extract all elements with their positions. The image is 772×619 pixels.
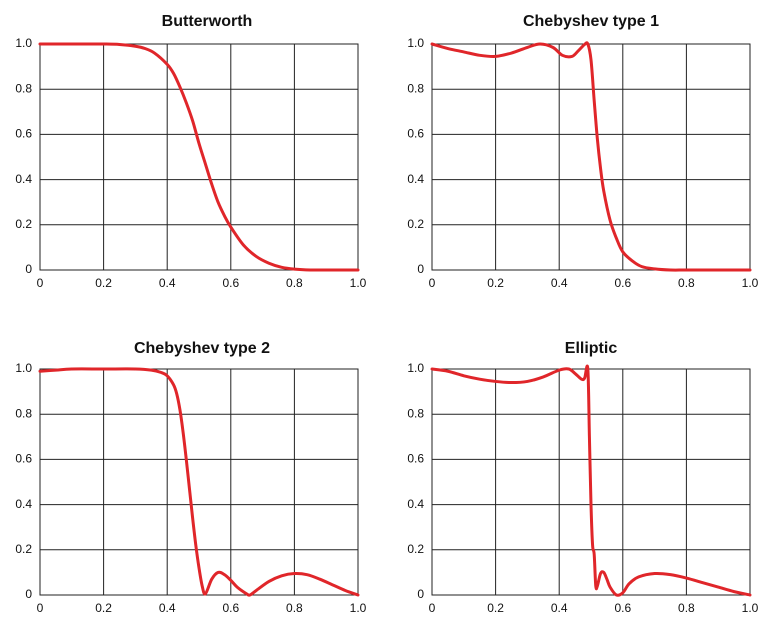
y-tick-label: 1.0 xyxy=(407,361,424,375)
y-tick-label: 0 xyxy=(417,262,424,276)
x-tick-label: 0.2 xyxy=(95,276,112,290)
plot-frame xyxy=(39,368,359,596)
y-tick-label: 0.8 xyxy=(15,81,32,95)
y-tick-label: 0.8 xyxy=(15,406,32,420)
chart-chebyshev-type-2: Chebyshev type 2 0 0.2 0.4 0.6 0.8 1.0 0 0.2 0.4 0… xyxy=(15,340,366,615)
y-tick-label: 0.4 xyxy=(407,497,424,511)
plot-frame xyxy=(39,43,359,271)
x-tick-label: 0 xyxy=(37,276,44,290)
chart-butterworth: Butterworth 0 0.2 0.4 0.6 0.8 1.0 0 0.2 0.4 0.6 0.8… xyxy=(15,13,366,290)
y-tick-label: 0.6 xyxy=(15,452,32,466)
chart-title: Butterworth xyxy=(162,13,253,30)
x-tick-label: 0.8 xyxy=(286,601,303,615)
series-line-chebyshev-type-2 xyxy=(38,367,360,597)
x-tick-label: 1.0 xyxy=(742,601,759,615)
y-tick-label: 0.2 xyxy=(15,542,32,556)
x-tick-label: 0.6 xyxy=(614,276,631,290)
x-tick-label: 0.8 xyxy=(678,601,695,615)
chart-title: Chebyshev type 1 xyxy=(523,13,659,30)
chart-title: Elliptic xyxy=(565,340,618,357)
x-tick-label: 0.2 xyxy=(487,276,504,290)
plot-frame xyxy=(431,368,751,596)
chart-chebyshev-type-1: Chebyshev type 1 0 0.2 0.4 0.6 0.8 1.0 0 0.2 0.4 0… xyxy=(407,13,758,290)
y-tick-label: 0.2 xyxy=(15,217,32,231)
series-line-elliptic xyxy=(430,364,752,597)
y-tick-label: 0.8 xyxy=(407,81,424,95)
series-line-chebyshev-type-1 xyxy=(430,41,752,272)
grid xyxy=(431,43,751,271)
x-tick-label: 0.6 xyxy=(222,276,239,290)
x-tick-label: 0.8 xyxy=(286,276,303,290)
x-tick-label: 1.0 xyxy=(350,276,367,290)
y-tick-label: 1.0 xyxy=(15,36,32,50)
chart-elliptic: Elliptic 0 0.2 0.4 0.6 0.8 1.0 0 0.2 0.4 0.6 0.8 1.0 xyxy=(407,340,758,615)
x-tick-label: 0 xyxy=(429,276,436,290)
x-tick-label: 0.6 xyxy=(614,601,631,615)
y-tick-label: 0 xyxy=(25,587,32,601)
y-tick-label: 0.6 xyxy=(407,452,424,466)
y-tick-label: 0.4 xyxy=(15,497,32,511)
x-tick-label: 1.0 xyxy=(350,601,367,615)
x-tick-label: 0.6 xyxy=(222,601,239,615)
y-tick-label: 0.6 xyxy=(407,127,424,141)
x-tick-label: 0 xyxy=(37,601,44,615)
grid xyxy=(39,43,359,271)
x-tick-label: 0.8 xyxy=(678,276,695,290)
x-tick-label: 0.4 xyxy=(551,276,568,290)
y-tick-label: 0.2 xyxy=(407,542,424,556)
y-tick-label: 1.0 xyxy=(15,361,32,375)
x-tick-label: 0.2 xyxy=(95,601,112,615)
y-tick-label: 0.4 xyxy=(15,172,32,186)
x-tick-label: 0.2 xyxy=(487,601,504,615)
y-tick-label: 0.6 xyxy=(15,127,32,141)
plot-frame xyxy=(431,43,751,271)
y-tick-label: 0.2 xyxy=(407,217,424,231)
x-tick-label: 1.0 xyxy=(742,276,759,290)
series-line-butterworth xyxy=(38,42,360,272)
x-tick-label: 0.4 xyxy=(159,601,176,615)
x-tick-label: 0 xyxy=(429,601,436,615)
y-tick-label: 0 xyxy=(25,262,32,276)
y-tick-label: 0.8 xyxy=(407,406,424,420)
chart-title: Chebyshev type 2 xyxy=(134,340,270,357)
y-tick-label: 1.0 xyxy=(407,36,424,50)
y-tick-label: 0.4 xyxy=(407,172,424,186)
x-tick-label: 0.4 xyxy=(159,276,176,290)
y-tick-label: 0 xyxy=(417,587,424,601)
x-tick-label: 0.4 xyxy=(551,601,568,615)
